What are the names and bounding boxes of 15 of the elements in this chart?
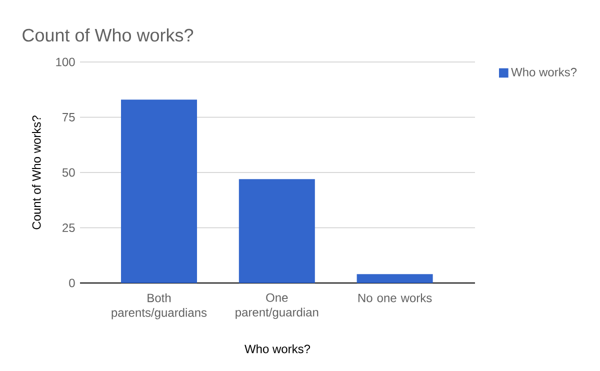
y-tick-label: 50 (62, 168, 75, 177)
x-axis-title: Who works? (244, 344, 310, 354)
chart-title: Count of Who works? (22, 28, 194, 42)
y-tick-label: 100 (56, 58, 75, 66)
bar (121, 100, 198, 283)
legend-label: Who works? (511, 68, 577, 76)
bar (356, 274, 433, 283)
y-tick-label: 75 (62, 113, 75, 122)
x-tick-label: Both parents/guardians (112, 293, 207, 320)
x-tick-label: One parent/guardian (236, 293, 318, 319)
y-axis-title: Count of Who works? (32, 116, 41, 230)
bar (238, 179, 315, 283)
y-tick-label: 25 (62, 223, 75, 232)
x-tick-label: No one works (358, 293, 432, 302)
y-tick-label: 0 (69, 278, 75, 288)
